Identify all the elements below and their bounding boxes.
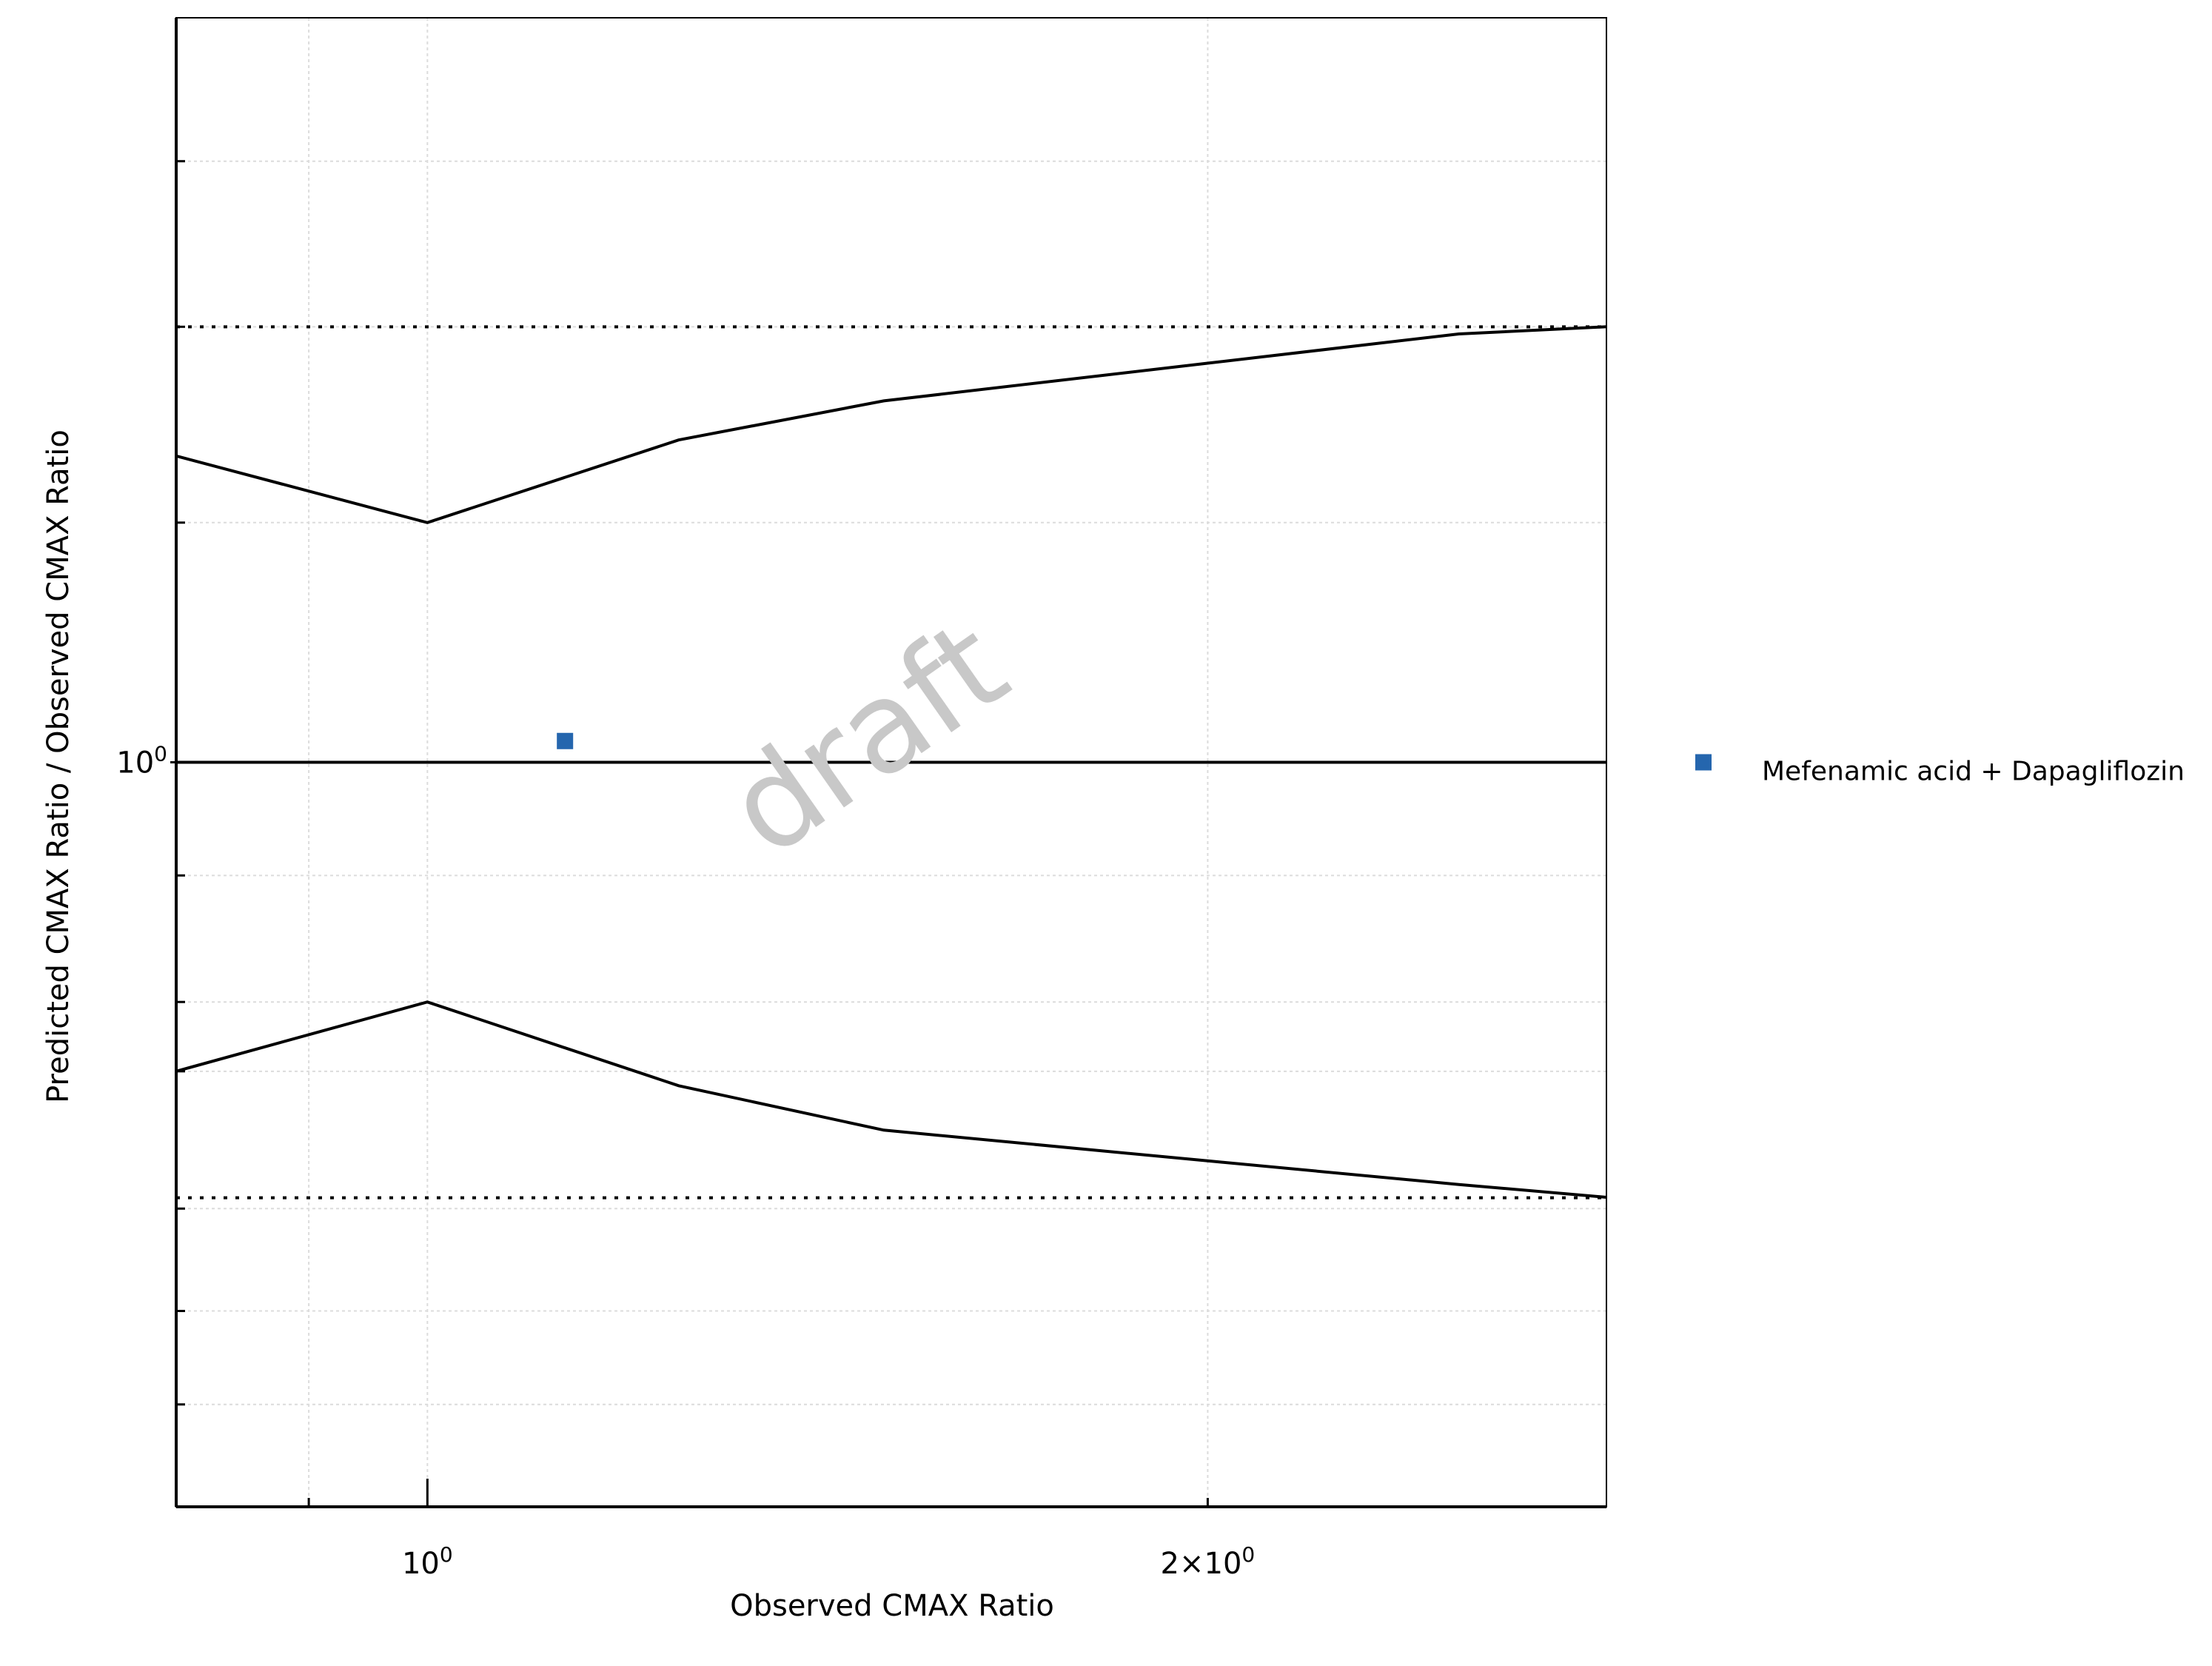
x-axis-title: Observed CMAX Ratio (730, 1589, 1054, 1623)
points-layer (557, 732, 574, 749)
guest-lower-curve (175, 1000, 1607, 1199)
data-point (557, 732, 574, 749)
guest-upper-curve (175, 325, 1607, 524)
y-tick-label: 100 (116, 742, 167, 780)
x-tick-label: 2×100 (1161, 1542, 1256, 1581)
limits-layer (175, 325, 1607, 1200)
legend: Mefenamic acid + Dapagliflozin (1695, 754, 2185, 787)
y-axis-title: Predicted CMAX Ratio / Observed CMAX Rat… (41, 429, 76, 1103)
legend-label: Mefenamic acid + Dapagliflozin (1762, 757, 2185, 787)
legend-marker (1695, 754, 1712, 771)
ticks-layer: 100 100 2×100 (116, 160, 1256, 1581)
watermark-text: draft (703, 592, 1033, 885)
x-tick-label: 100 (402, 1542, 453, 1581)
